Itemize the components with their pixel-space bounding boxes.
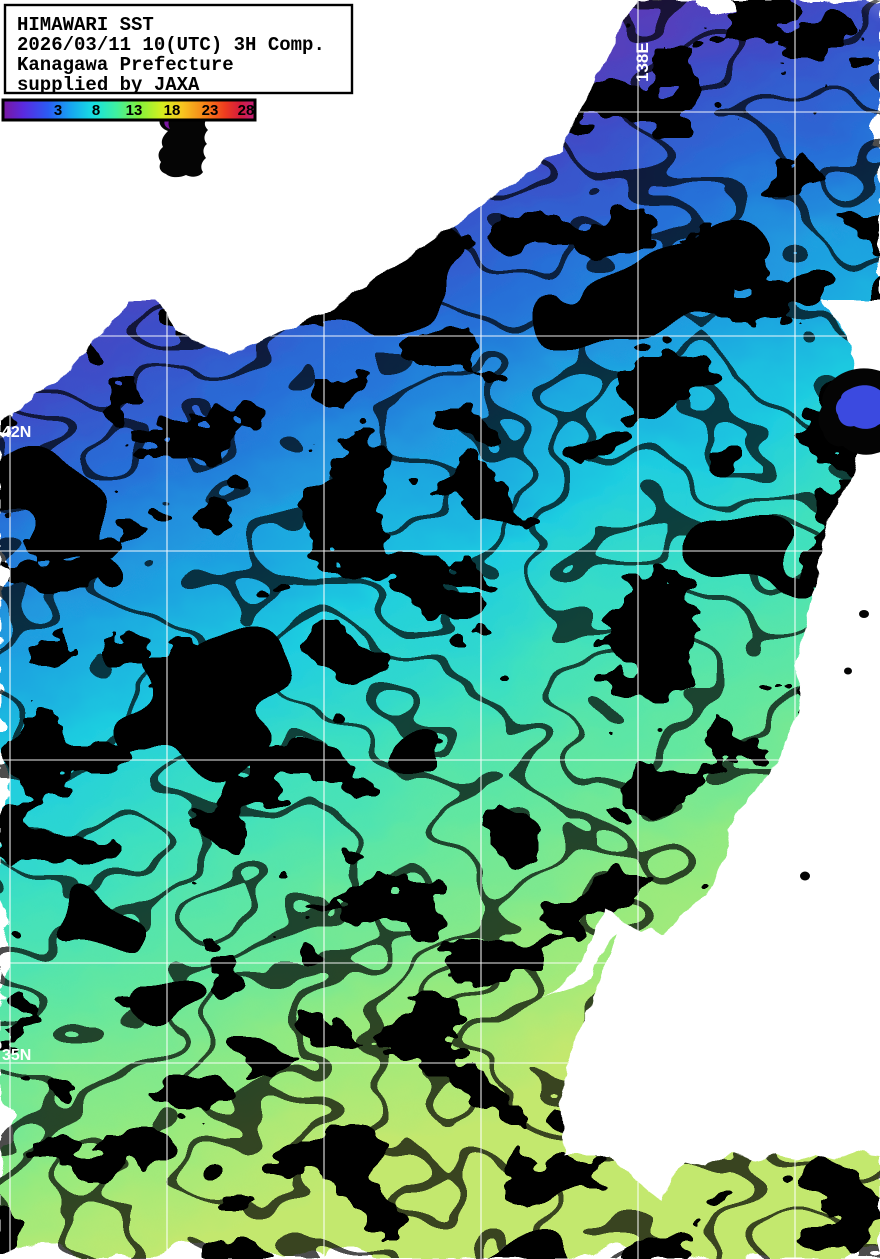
svg-text:18: 18 <box>164 102 181 119</box>
svg-text:8: 8 <box>92 102 100 119</box>
svg-text:2026/03/11 10(UTC) 3H Comp.: 2026/03/11 10(UTC) 3H Comp. <box>17 34 325 56</box>
svg-text:28: 28 <box>238 102 255 119</box>
svg-text:42N: 42N <box>2 424 31 441</box>
svg-text:3: 3 <box>54 102 62 119</box>
svg-text:supplied by JAXA: supplied by JAXA <box>17 74 200 96</box>
svg-text:23: 23 <box>202 102 219 119</box>
svg-text:35N: 35N <box>2 1047 31 1064</box>
svg-text:13: 13 <box>126 102 143 119</box>
svg-text:HIMAWARI SST: HIMAWARI SST <box>17 14 154 36</box>
svg-text:Kanagawa Prefecture: Kanagawa Prefecture <box>17 54 234 76</box>
svg-text:138E: 138E <box>633 42 652 82</box>
